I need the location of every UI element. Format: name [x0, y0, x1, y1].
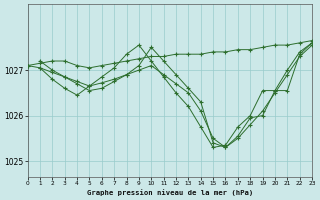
- X-axis label: Graphe pression niveau de la mer (hPa): Graphe pression niveau de la mer (hPa): [87, 189, 253, 196]
